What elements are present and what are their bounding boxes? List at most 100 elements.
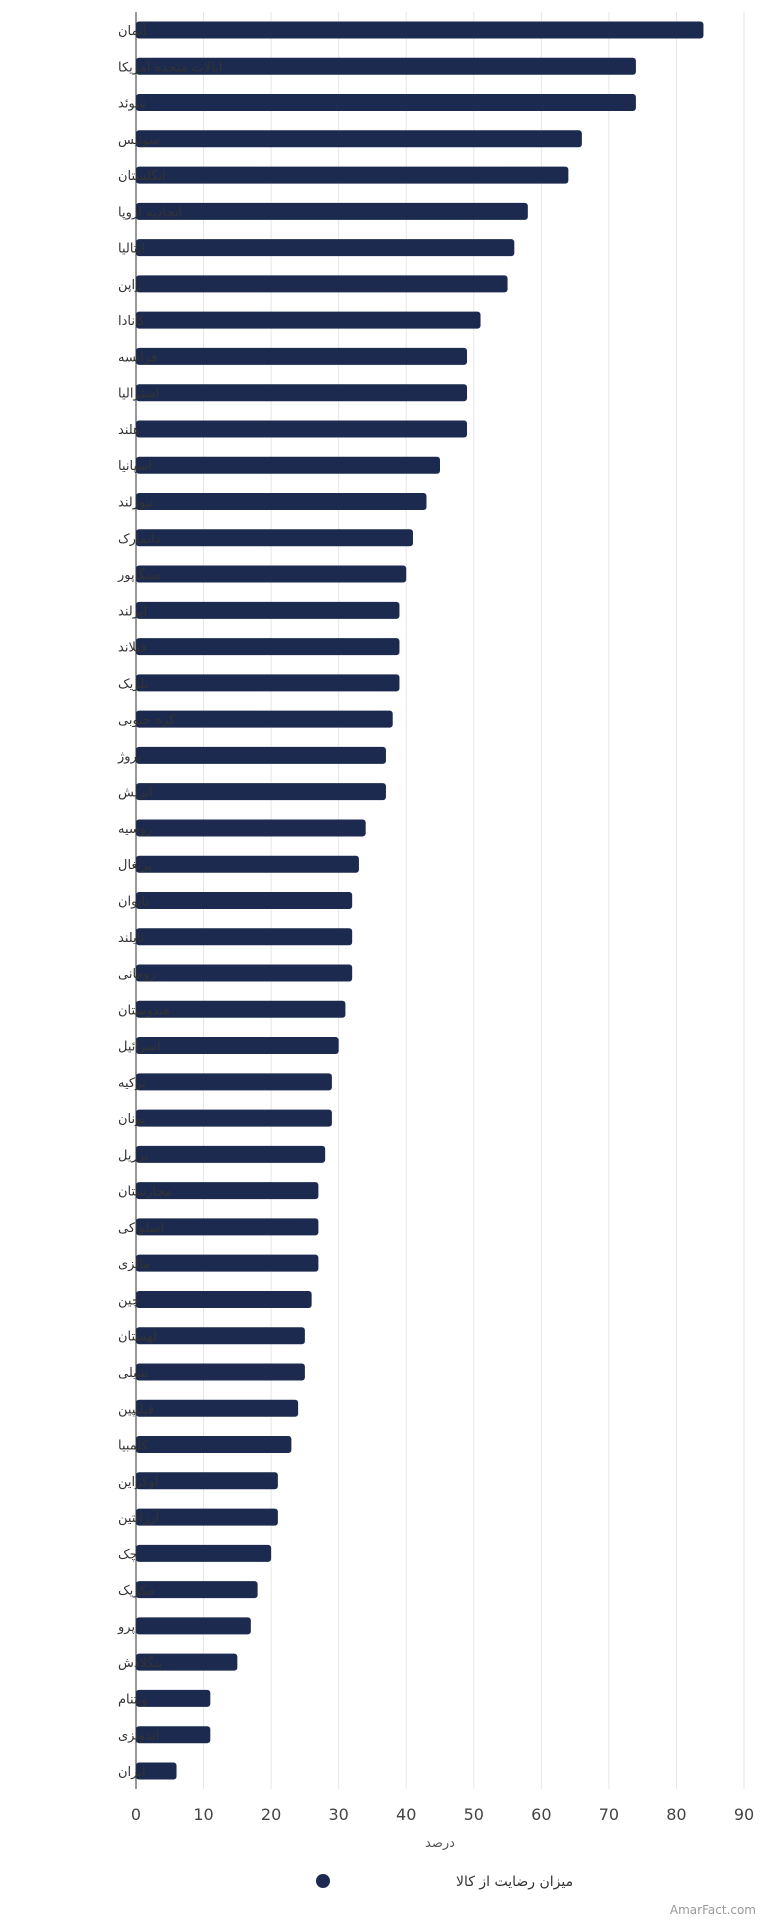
category-label: سوئد: [118, 97, 146, 112]
x-axis-title: درصد: [425, 1836, 455, 1851]
bar[interactable]: [136, 674, 400, 692]
category-label: ایالات متحده آمریکا: [118, 58, 223, 75]
category-label: اسلواکی: [118, 1221, 164, 1236]
category-label: یونان: [118, 1112, 146, 1127]
category-label: انگلستان: [118, 168, 166, 184]
bar[interactable]: [136, 710, 393, 728]
category-label: استرالیا: [118, 387, 159, 402]
x-tick-label: 70: [599, 1805, 619, 1824]
category-label: پرتغال: [118, 858, 152, 873]
bar[interactable]: [136, 1508, 278, 1526]
category-label: اتریش: [118, 786, 153, 801]
category-label: آرژانتین: [118, 1509, 161, 1526]
bar[interactable]: [136, 891, 353, 909]
bar[interactable]: [136, 638, 400, 656]
x-tick-label: 20: [261, 1805, 281, 1824]
bar[interactable]: [136, 601, 400, 619]
x-tick-labels: 0 10 20 30 40 50 60 70 80 90: [131, 1805, 754, 1824]
category-label: مالزی: [118, 1257, 150, 1272]
x-tick-label: 40: [396, 1805, 416, 1824]
category-label: چک: [118, 1547, 138, 1562]
bar[interactable]: [136, 311, 481, 329]
bar[interactable]: [136, 1436, 292, 1454]
category-label: رومانی: [118, 967, 156, 982]
bar[interactable]: [136, 529, 413, 547]
bar[interactable]: [136, 1581, 258, 1599]
category-label: دانمارک: [118, 532, 161, 547]
category-label: اسپانیا: [118, 459, 152, 474]
bar[interactable]: [136, 493, 427, 511]
bar[interactable]: [136, 1290, 312, 1308]
bar[interactable]: [136, 1000, 346, 1018]
bar[interactable]: [136, 1653, 238, 1671]
bar[interactable]: [136, 855, 359, 873]
bar[interactable]: [136, 1762, 177, 1780]
category-label: ژاپن: [118, 278, 141, 293]
bar[interactable]: [136, 1363, 305, 1381]
bars: [136, 21, 704, 1780]
category-label: بلژیک: [118, 677, 148, 692]
category-label: لهستان: [118, 1330, 157, 1345]
category-label: ایتالیا: [118, 242, 145, 257]
bar[interactable]: [136, 565, 407, 583]
bar[interactable]: [136, 94, 636, 112]
legend[interactable]: میزان رضایت از کالا: [316, 1874, 573, 1890]
category-label: چین: [118, 1293, 140, 1308]
bar[interactable]: [136, 57, 636, 75]
category-label: آلمان: [118, 22, 148, 39]
category-label: تایلند: [118, 931, 145, 946]
bar[interactable]: [136, 21, 704, 39]
bar[interactable]: [136, 456, 440, 474]
category-label: سنگاپور: [117, 567, 161, 583]
bar[interactable]: [136, 964, 353, 982]
bar[interactable]: [136, 1726, 211, 1744]
bar[interactable]: [136, 1182, 319, 1200]
bar[interactable]: [136, 783, 386, 801]
bar[interactable]: [136, 1544, 272, 1562]
bar[interactable]: [136, 130, 582, 148]
bar[interactable]: [136, 1327, 305, 1345]
bar[interactable]: [136, 239, 515, 257]
category-label: فنلاند: [118, 641, 146, 656]
bar[interactable]: [136, 1399, 299, 1417]
bar[interactable]: [136, 1073, 332, 1091]
bar[interactable]: [136, 202, 528, 220]
bar[interactable]: [136, 1145, 326, 1163]
bar[interactable]: [136, 1617, 251, 1635]
bar[interactable]: [136, 384, 468, 402]
bar[interactable]: [136, 1037, 339, 1055]
x-tick-label: 10: [193, 1805, 213, 1824]
category-label: فرانسه: [118, 350, 157, 365]
bar[interactable]: [136, 275, 508, 293]
credit-text[interactable]: AmarFact.com: [670, 1903, 756, 1917]
category-label: نروژ: [117, 749, 141, 764]
category-label: پرو: [117, 1620, 135, 1635]
legend-label: میزان رضایت از کالا: [456, 1874, 573, 1890]
category-label: ایرلند: [118, 604, 147, 619]
x-tick-label: 50: [464, 1805, 484, 1824]
bar[interactable]: [136, 420, 468, 438]
category-label: تایوان: [118, 894, 149, 909]
bar[interactable]: [136, 746, 386, 764]
bar[interactable]: [136, 1109, 332, 1127]
bar[interactable]: [136, 347, 468, 365]
bar[interactable]: [136, 1689, 211, 1707]
x-tick-label: 80: [666, 1805, 686, 1824]
x-tick-label: 90: [734, 1805, 754, 1824]
grid-lines: [203, 12, 745, 1789]
bar[interactable]: [136, 819, 366, 837]
category-label: اتحادیه اروپا: [118, 205, 182, 220]
bar[interactable]: [136, 928, 353, 946]
category-label: برزیل: [118, 1148, 149, 1163]
category-label: کلمبیا: [118, 1439, 149, 1454]
bar[interactable]: [136, 1218, 319, 1236]
category-label: سوئیس: [118, 133, 160, 148]
bar[interactable]: [136, 1472, 278, 1490]
category-label: اوکراین: [118, 1475, 158, 1490]
category-label: ایران: [118, 1765, 146, 1780]
bar[interactable]: [136, 1254, 319, 1272]
category-label: ترکیه: [118, 1076, 146, 1091]
category-label: بنگلادش: [118, 1655, 162, 1671]
bar[interactable]: [136, 166, 569, 184]
category-label: مجارستان: [118, 1185, 172, 1200]
